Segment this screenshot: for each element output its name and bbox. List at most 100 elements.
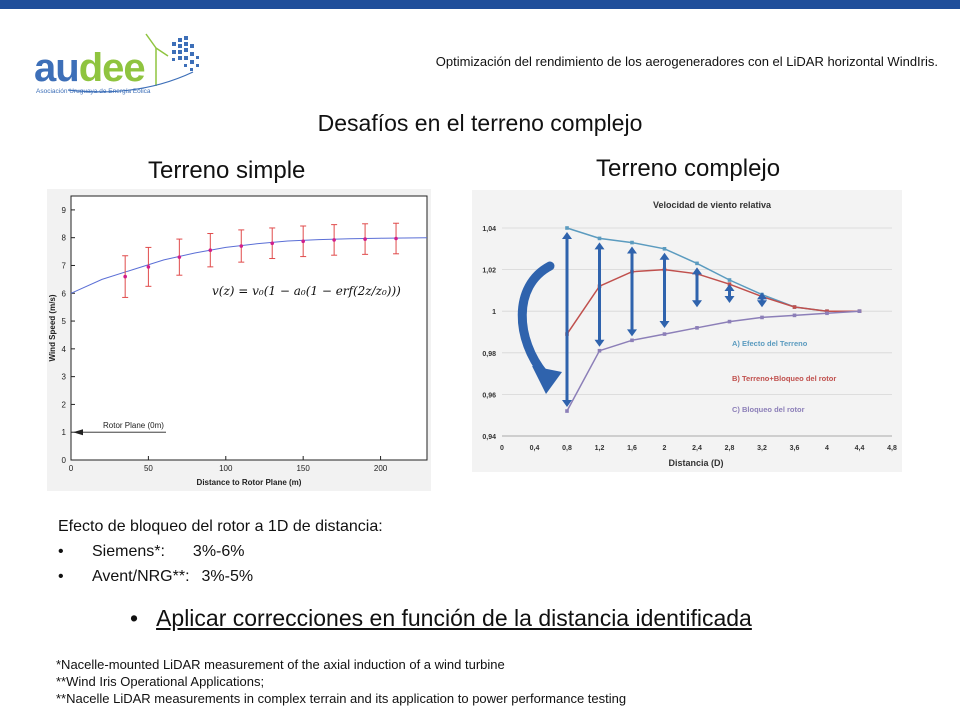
arrow-head-up bbox=[724, 284, 735, 291]
note-value: 3%-5% bbox=[201, 568, 254, 585]
formula: v(z) = v₀(1 − a₀(1 − erf(2z/z₀))) bbox=[212, 284, 401, 298]
x-tick-label: 1,2 bbox=[595, 445, 605, 452]
bullet: • bbox=[130, 605, 139, 631]
x-tick-label: 0 bbox=[500, 445, 504, 452]
slide-title: Desafíos en el terreno complejo bbox=[317, 110, 643, 136]
y-tick-label: 0,94 bbox=[482, 434, 496, 441]
logo-subtitle: Asociación Uruguaya de Energía Eólica bbox=[36, 88, 151, 95]
y-tick-label: 0,96 bbox=[482, 392, 496, 399]
data-point bbox=[394, 236, 398, 241]
arrow-head-up bbox=[757, 292, 767, 300]
y-tick-label: 0,98 bbox=[482, 351, 496, 358]
y-tick-label: 1 bbox=[62, 428, 67, 437]
data-point bbox=[177, 255, 182, 259]
action-bullet: • Aplicar correcciones en función de la d… bbox=[130, 605, 752, 632]
x-axis-label: Distancia (D) bbox=[668, 458, 723, 468]
y-tick-label: 7 bbox=[62, 261, 67, 270]
series-point bbox=[630, 338, 634, 343]
arrow-head-down bbox=[594, 339, 605, 347]
x-tick-label: 4 bbox=[825, 445, 829, 452]
arrow-head-down bbox=[692, 300, 702, 308]
reference-3: **Nacelle LiDAR measurements in complex … bbox=[56, 691, 627, 706]
note-item-avent: • Avent/NRG**: 3%-5% bbox=[58, 564, 383, 589]
x-axis-label: Distance to Rotor Plane (m) bbox=[197, 478, 302, 487]
series-point bbox=[565, 409, 569, 413]
y-tick-label: 0 bbox=[62, 456, 67, 465]
note-label: Siemens*: bbox=[92, 543, 165, 560]
y-tick-label: 1,02 bbox=[482, 268, 496, 275]
series-point bbox=[727, 278, 732, 282]
chart-title: Velocidad de viento relativa bbox=[653, 200, 772, 210]
references: *Nacelle-mounted LiDAR measurement of th… bbox=[56, 656, 626, 707]
arrow-head-down bbox=[627, 329, 637, 337]
audee-logo: audee Asociación Uruguaya de Energía Eól… bbox=[28, 28, 208, 100]
series-point bbox=[662, 247, 667, 251]
series-point bbox=[727, 319, 732, 324]
notes-heading: Efecto de bloqueo del rotor a 1D de dist… bbox=[58, 518, 383, 535]
arrow-head-up bbox=[659, 252, 670, 260]
x-tick-label: 200 bbox=[374, 464, 388, 473]
legend-entry: C) Bloqueo del rotor bbox=[732, 405, 805, 414]
y-tick-label: 4 bbox=[62, 345, 67, 354]
series-point bbox=[695, 261, 699, 266]
series-point bbox=[825, 309, 829, 313]
data-point bbox=[146, 265, 151, 269]
series-point bbox=[825, 311, 829, 316]
y-tick-label: 5 bbox=[62, 317, 67, 326]
series-point bbox=[857, 309, 862, 313]
series-point bbox=[695, 326, 699, 330]
left-heading: Terreno simple bbox=[148, 157, 306, 184]
arrow-head-up bbox=[562, 232, 572, 239]
x-tick-label: 0,8 bbox=[562, 445, 572, 452]
reference-1: *Nacelle-mounted LiDAR measurement of th… bbox=[56, 657, 505, 672]
bullet: • bbox=[58, 568, 64, 585]
series-point bbox=[597, 348, 602, 353]
x-tick-label: 1,6 bbox=[627, 445, 637, 452]
data-point bbox=[208, 248, 213, 252]
y-tick-label: 1 bbox=[492, 309, 496, 316]
series-point bbox=[792, 305, 797, 309]
top-accent-bar bbox=[0, 0, 960, 9]
y-tick-label: 6 bbox=[62, 289, 67, 298]
x-tick-label: 0,4 bbox=[530, 445, 540, 452]
legend-entry: B) Terreno+Bloqueo del rotor bbox=[732, 374, 836, 383]
x-tick-label: 4,4 bbox=[855, 445, 865, 452]
arrow-head-down bbox=[659, 321, 670, 328]
series-point bbox=[565, 226, 569, 230]
arrow-head-down bbox=[724, 296, 735, 304]
series-point bbox=[792, 313, 797, 318]
logo-wordmark: audee bbox=[34, 46, 146, 90]
chart-background bbox=[472, 190, 902, 472]
bullet: • bbox=[58, 543, 64, 560]
x-tick-label: 150 bbox=[296, 464, 310, 473]
note-item-siemens: • Siemens*: 3%-6% bbox=[58, 539, 383, 564]
arrow-head-down bbox=[562, 400, 572, 408]
annotation-arrowhead bbox=[73, 429, 83, 436]
reference-2: **Wind Iris Operational Applications; bbox=[56, 674, 265, 689]
series-line-3 bbox=[566, 310, 860, 412]
x-tick-label: 2,4 bbox=[692, 445, 702, 452]
arrow-head-down bbox=[757, 300, 767, 308]
x-tick-label: 2,8 bbox=[725, 445, 735, 452]
y-axis-label: Wind Speed (m/s) bbox=[48, 294, 57, 361]
arrow-head-up bbox=[594, 242, 605, 250]
series-point bbox=[597, 236, 602, 241]
x-tick-label: 3,6 bbox=[790, 445, 800, 452]
y-tick-label: 9 bbox=[62, 206, 67, 215]
right-heading: Terreno complejo bbox=[596, 155, 781, 182]
curved-arrow-head bbox=[532, 366, 562, 394]
annotation-label: Rotor Plane (0m) bbox=[103, 421, 164, 430]
y-tick-label: 8 bbox=[62, 234, 67, 243]
relative-wind-speed-chart: Velocidad de viento relativa 0,94 0,96 0,98… bbox=[472, 190, 902, 472]
curved-arrow bbox=[517, 261, 555, 379]
x-tick-label: 2 bbox=[663, 445, 667, 452]
data-point bbox=[123, 274, 127, 279]
series-line-2 bbox=[566, 268, 860, 335]
series-point bbox=[760, 315, 764, 320]
arrow-head-up bbox=[627, 246, 637, 254]
y-tick-label: 2 bbox=[62, 400, 67, 409]
header-title: Optimización del rendimiento de los aero… bbox=[435, 54, 938, 69]
x-tick-label: 50 bbox=[144, 464, 153, 473]
legend-entry: A) Efecto del Terreno bbox=[732, 339, 808, 348]
data-point bbox=[270, 241, 275, 246]
